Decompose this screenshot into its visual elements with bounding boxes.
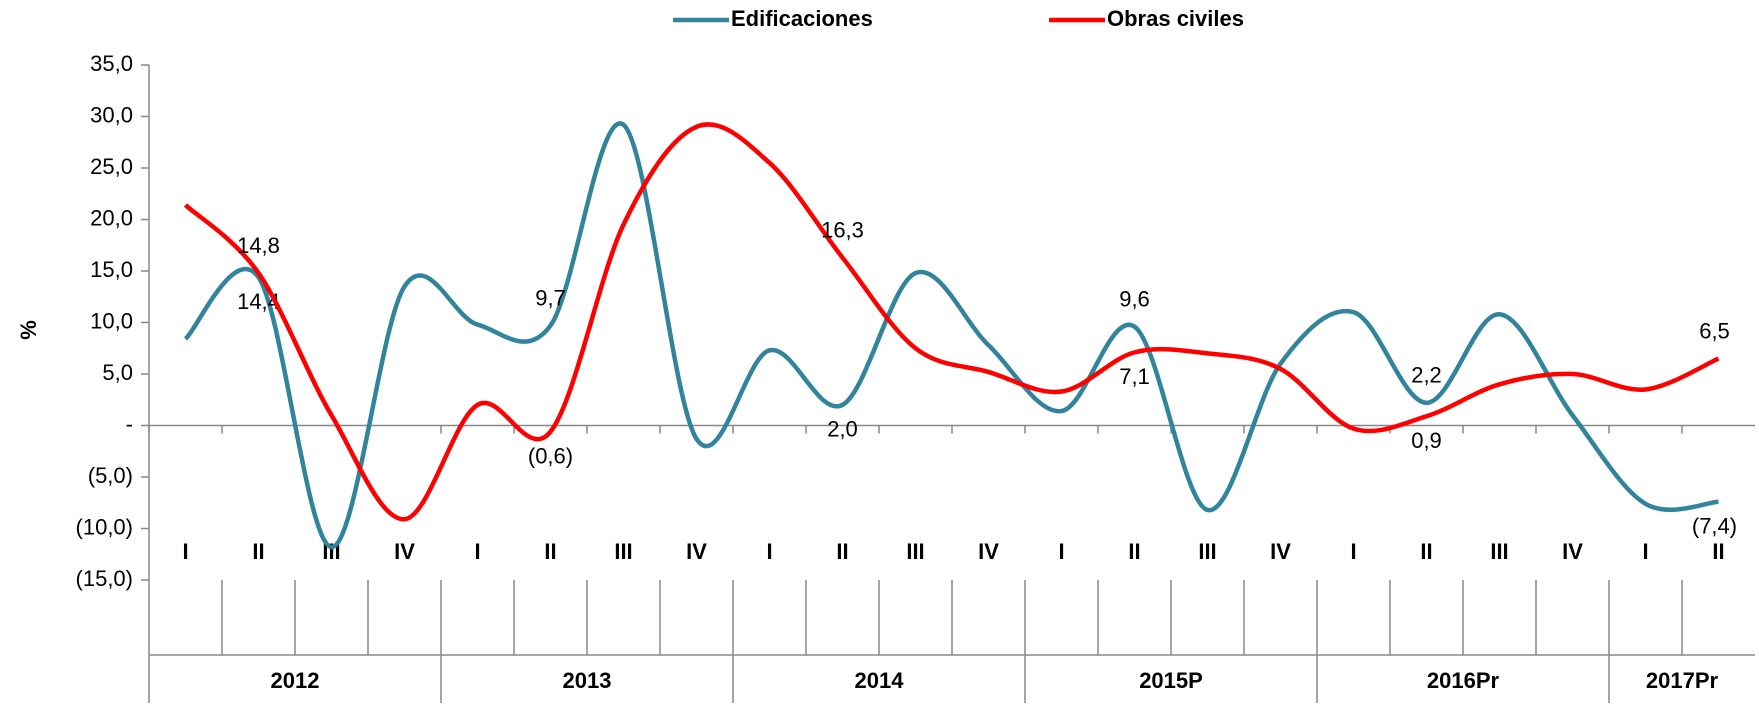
x-tick-label: IV: [686, 539, 707, 564]
y-tick-label: 5,0: [102, 360, 133, 385]
x-tick-label: III: [1198, 539, 1216, 564]
y-tick-label: (10,0): [76, 514, 133, 539]
x-tick-label: III: [614, 539, 632, 564]
x-tick-label: III: [1490, 539, 1508, 564]
data-label: 2,2: [1411, 363, 1442, 388]
y-tick-label: 10,0: [90, 308, 133, 333]
data-label: 9,7: [535, 285, 566, 310]
x-tick-label: I: [1058, 539, 1064, 564]
data-label: 14,8: [237, 233, 280, 258]
x-tick-label: III: [906, 539, 924, 564]
y-tick-label: 35,0: [90, 51, 133, 76]
y-axis-label: %: [16, 320, 41, 340]
x-tick-label: I: [474, 539, 480, 564]
x-tick-label: II: [252, 539, 264, 564]
year-label: 2015P: [1139, 668, 1203, 693]
x-tick-label: I: [182, 539, 188, 564]
legend-label: Obras civiles: [1107, 6, 1244, 31]
x-tick-label: IV: [1270, 539, 1291, 564]
year-label: 2016Pr: [1427, 668, 1500, 693]
x-tick-label: II: [1420, 539, 1432, 564]
x-tick-label: IV: [394, 539, 415, 564]
y-tick-label: (15,0): [76, 566, 133, 591]
data-label: 0,9: [1411, 428, 1442, 453]
y-tick-label: -: [126, 411, 133, 436]
y-tick-label: 30,0: [90, 102, 133, 127]
data-label: 16,3: [821, 217, 864, 242]
x-tick-label: II: [1128, 539, 1140, 564]
y-tick-label: 20,0: [90, 205, 133, 230]
data-label: (7,4): [1692, 514, 1737, 539]
data-label: 7,1: [1119, 364, 1150, 389]
x-tick-label: IV: [1562, 539, 1583, 564]
series-line: [183, 122, 1720, 522]
x-tick-label: II: [544, 539, 556, 564]
year-label: 2017Pr: [1646, 668, 1719, 693]
x-tick-label: I: [1350, 539, 1356, 564]
x-tick-label: II: [1712, 539, 1724, 564]
year-label: 2014: [855, 668, 905, 693]
year-label: 2013: [563, 668, 612, 693]
year-label: 2012: [271, 668, 320, 693]
series-line: [183, 121, 1719, 550]
y-tick-label: 25,0: [90, 154, 133, 179]
x-tick-label: I: [766, 539, 772, 564]
y-tick-label: (5,0): [88, 463, 133, 488]
x-tick-label: I: [1642, 539, 1648, 564]
x-tick-label: II: [836, 539, 848, 564]
x-tick-label: IV: [978, 539, 999, 564]
y-tick-label: 15,0: [90, 257, 133, 282]
data-label: 9,6: [1119, 286, 1150, 311]
data-label: 6,5: [1699, 318, 1730, 343]
data-label: 2,0: [827, 417, 858, 442]
data-label: (0,6): [528, 443, 573, 468]
legend-label: Edificaciones: [731, 6, 873, 31]
